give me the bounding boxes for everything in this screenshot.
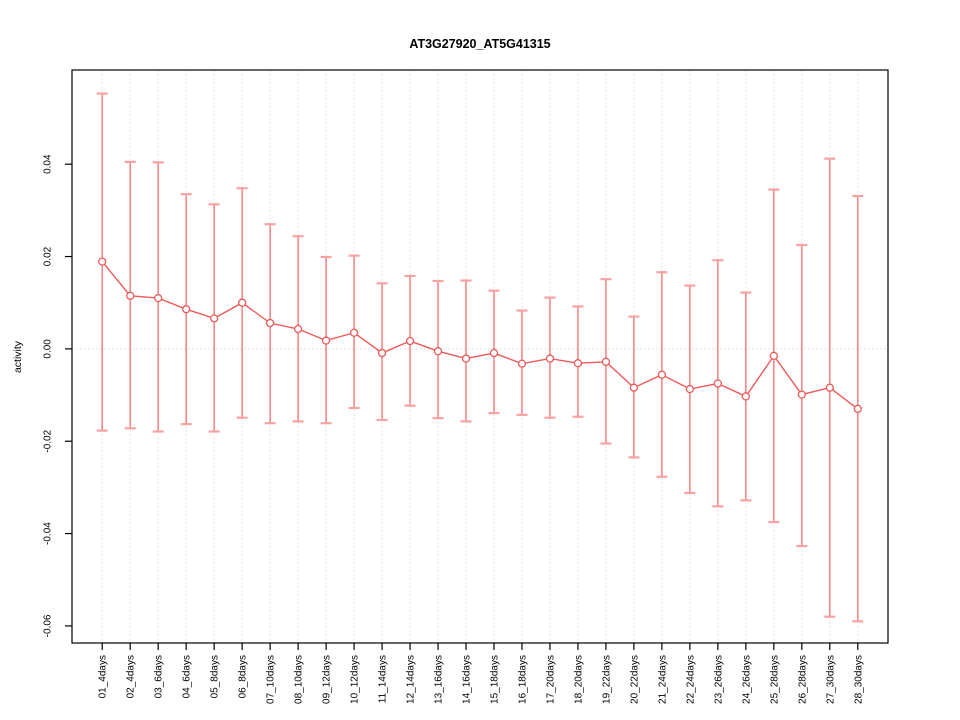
data-point	[321, 336, 331, 345]
x-tick-label: 13_16days	[434, 655, 445, 704]
data-point	[349, 328, 359, 337]
x-tick-label: 02_4days	[126, 655, 137, 698]
chart-title: AT3G27920_AT5G41315	[409, 37, 550, 51]
plot-generated-content: 0.04 0.02 0.00 -0.02 -0.04 -0.06 01_4days 02_4d…	[43, 69, 889, 704]
series-line	[101, 261, 859, 410]
x-tick-label: 15_18days	[489, 655, 500, 704]
y-tick-label: -0.06	[43, 614, 54, 637]
data-point	[182, 305, 191, 314]
x-tick-label: 04_6days	[182, 655, 193, 698]
x-tick-label: 12_14days	[406, 655, 417, 704]
x-tick-label: 22_24days	[685, 655, 696, 704]
data-point	[377, 348, 387, 358]
plot-border	[71, 69, 889, 644]
data-point	[629, 383, 639, 392]
data-point	[405, 336, 415, 346]
data-point	[433, 347, 443, 356]
data-point	[489, 348, 499, 358]
data-point	[517, 359, 527, 368]
data-point	[154, 293, 163, 303]
x-tick-label: 28_30days	[853, 655, 864, 704]
x-tick-label: 05_8days	[210, 655, 221, 698]
x-tick-label: 20_22days	[629, 655, 640, 704]
data-point	[545, 354, 555, 363]
data-point	[797, 390, 806, 399]
x-tick-label: 23_26days	[713, 655, 724, 704]
data-point	[573, 359, 583, 368]
x-tick-label: 18_20days	[573, 655, 584, 704]
data-point	[769, 351, 778, 360]
x-tick-label: 24_26days	[741, 655, 752, 704]
data-point	[293, 324, 303, 334]
x-tick-label: 10_12days	[350, 655, 361, 704]
x-tick-label: 06_8days	[238, 655, 249, 698]
data-point	[126, 291, 135, 300]
x-tick-label: 14_16days	[462, 655, 473, 704]
data-point	[741, 392, 750, 401]
y-tick-label: 0.00	[43, 339, 54, 359]
x-tick-label: 25_28days	[769, 655, 780, 704]
data-point	[657, 370, 667, 379]
data-point	[853, 404, 862, 414]
x-tick-label: 21_24days	[657, 655, 668, 704]
x-tick-label: 27_30days	[825, 655, 836, 704]
y-tick-label: 0.04	[43, 154, 54, 174]
x-tick-label: 11_14days	[378, 655, 389, 703]
x-tick-label: 07_10days	[266, 655, 277, 704]
data-point	[825, 383, 834, 392]
x-tick-label: 09_12days	[322, 655, 333, 704]
x-tick-label: 19_22days	[601, 655, 612, 704]
data-point	[601, 357, 611, 366]
x-tick-label: 26_28days	[797, 655, 808, 704]
x-tick-label: 16_18days	[517, 655, 528, 704]
y-tick-label: -0.04	[43, 522, 54, 545]
data-point	[265, 318, 275, 328]
data-point	[685, 384, 695, 394]
y-axis-label: activity	[12, 340, 24, 373]
data-point	[461, 354, 471, 363]
data-point	[210, 314, 219, 323]
y-tick-label: -0.02	[43, 429, 54, 452]
data-point	[713, 379, 723, 388]
x-tick-label: 03_6days	[154, 655, 165, 698]
x-tick-label: 01_4days	[98, 655, 109, 698]
data-point	[237, 298, 247, 307]
y-tick-label: 0.02	[43, 246, 54, 266]
x-tick-label: 17_20days	[545, 655, 556, 704]
data-point	[98, 257, 107, 266]
x-tick-label: 08_10days	[294, 655, 305, 704]
